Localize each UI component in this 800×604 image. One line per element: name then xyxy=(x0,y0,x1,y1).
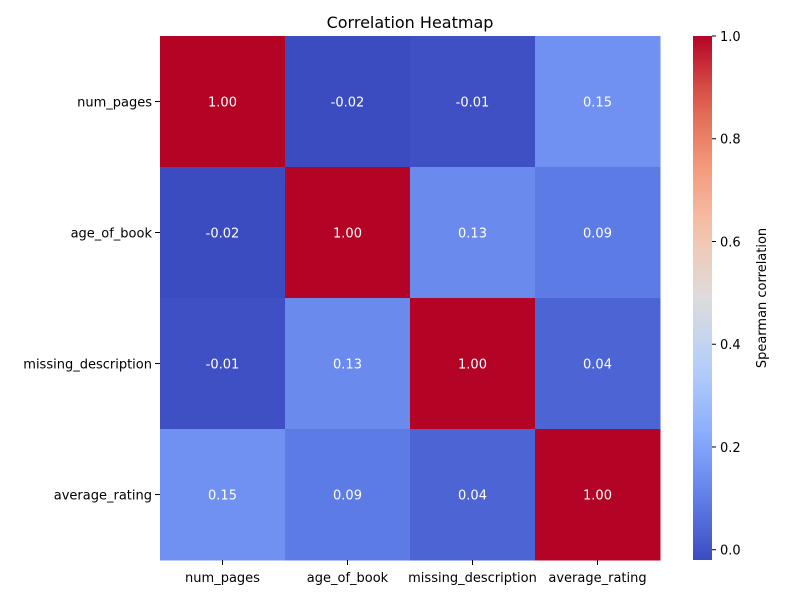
heatmap-cell xyxy=(535,298,661,430)
cell-value-label: 1.00 xyxy=(208,96,237,111)
cell-value-label: 0.09 xyxy=(583,227,612,242)
x-tick-label: num_pages xyxy=(185,571,260,586)
heatmap-cell xyxy=(160,429,286,561)
heatmap-cell xyxy=(160,36,286,168)
colorbar-label: Spearman correlation xyxy=(755,228,770,368)
x-tick-labels: num_pages age_of_book missing_description a… xyxy=(185,560,647,586)
colorbar-tick-label: 0.6 xyxy=(720,235,741,250)
y-tick-label: missing_description xyxy=(23,358,152,373)
y-tick-labels: num_pages age_of_book missing_descriptiona… xyxy=(23,96,160,504)
colorbar: 0.0 0.2 0.4 0.6 0.8 1.0 xyxy=(693,30,741,560)
cell-value-label: -0.02 xyxy=(331,96,365,111)
cell-value-label: 0.15 xyxy=(208,489,237,504)
chart-title: Correlation Heatmap xyxy=(327,13,494,32)
cell-value-label: 1.00 xyxy=(583,489,612,504)
heatmap-cell xyxy=(160,298,286,430)
cell-value-label: 0.13 xyxy=(458,227,487,242)
heatmap-cell xyxy=(535,429,661,561)
x-tick-label: missing_description xyxy=(408,571,537,586)
cell-value-label: -0.01 xyxy=(206,358,240,373)
heatmap-cell xyxy=(535,36,661,168)
heatmap-cell xyxy=(160,167,286,299)
colorbar-tick-label: 0.2 xyxy=(720,441,741,456)
colorbar-tick-label: 0.4 xyxy=(720,338,741,353)
colorbar-tick-label: 0.0 xyxy=(720,544,741,559)
cell-value-label: 0.04 xyxy=(458,489,487,504)
heatmap-cell xyxy=(410,298,536,430)
heatmap-cell xyxy=(410,36,536,168)
colorbar-gradient xyxy=(693,36,712,560)
cell-value-label: 1.00 xyxy=(333,227,362,242)
cell-value-label: 0.13 xyxy=(333,358,362,373)
heatmap-cell xyxy=(285,36,411,168)
cell-value-label: 1.00 xyxy=(458,358,487,373)
cell-value-label: 0.15 xyxy=(583,96,612,111)
colorbar-tick-label: 1.0 xyxy=(720,30,741,45)
heatmap-cell xyxy=(535,167,661,299)
heatmap-cell xyxy=(410,429,536,561)
colorbar-tick-label: 0.8 xyxy=(720,133,741,148)
y-tick-label: age_of_book xyxy=(71,227,153,242)
heatmap-cells: 1.00 -0.02 -0.01 0.15 -0.02 1.00 0.13 0.09 -0.01… xyxy=(160,36,661,561)
y-tick-label: average_rating xyxy=(54,489,152,504)
heatmap-cell xyxy=(285,167,411,299)
x-tick-label: age_of_book xyxy=(307,571,389,586)
heatmap-cell xyxy=(285,429,411,561)
x-tick-label: average_rating xyxy=(548,571,646,586)
cell-value-label: 0.09 xyxy=(333,489,362,504)
heatmap-cell xyxy=(285,298,411,430)
heatmap-cell xyxy=(410,167,536,299)
cell-value-label: -0.01 xyxy=(456,96,490,111)
cell-value-label: -0.02 xyxy=(206,227,240,242)
cell-value-label: 0.04 xyxy=(583,358,612,373)
y-tick-label: num_pages xyxy=(77,96,152,111)
